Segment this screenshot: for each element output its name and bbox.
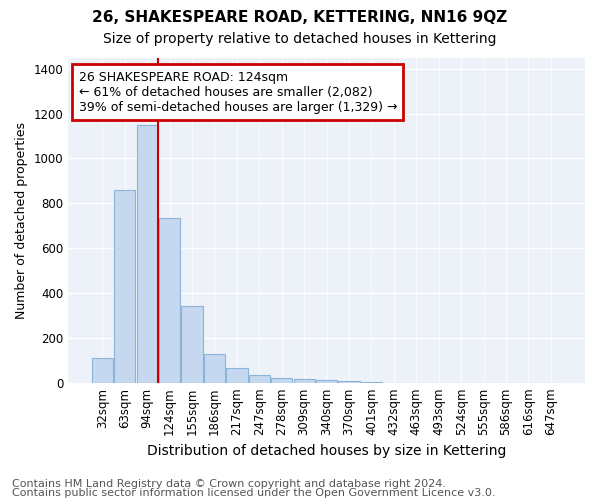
Bar — [226, 368, 248, 382]
Bar — [316, 380, 337, 382]
Bar — [159, 218, 180, 382]
Bar — [204, 354, 225, 382]
X-axis label: Distribution of detached houses by size in Kettering: Distribution of detached houses by size … — [147, 444, 506, 458]
Text: 26, SHAKESPEARE ROAD, KETTERING, NN16 9QZ: 26, SHAKESPEARE ROAD, KETTERING, NN16 9Q… — [92, 10, 508, 25]
Text: Size of property relative to detached houses in Kettering: Size of property relative to detached ho… — [103, 32, 497, 46]
Bar — [338, 381, 359, 382]
Text: Contains public sector information licensed under the Open Government Licence v3: Contains public sector information licen… — [12, 488, 496, 498]
Bar — [114, 190, 136, 382]
Bar — [137, 125, 158, 382]
Y-axis label: Number of detached properties: Number of detached properties — [15, 122, 28, 318]
Bar — [181, 306, 203, 382]
Bar — [92, 358, 113, 382]
Bar — [293, 380, 315, 382]
Text: Contains HM Land Registry data © Crown copyright and database right 2024.: Contains HM Land Registry data © Crown c… — [12, 479, 446, 489]
Bar — [248, 375, 270, 382]
Bar — [271, 378, 292, 382]
Text: 26 SHAKESPEARE ROAD: 124sqm
← 61% of detached houses are smaller (2,082)
39% of : 26 SHAKESPEARE ROAD: 124sqm ← 61% of det… — [79, 70, 397, 114]
